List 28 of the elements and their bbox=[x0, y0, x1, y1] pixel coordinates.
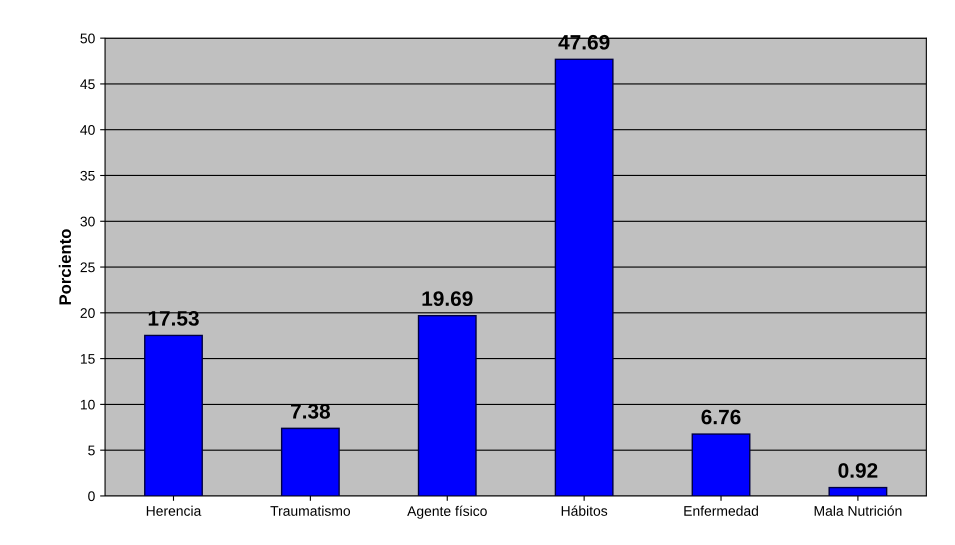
bar bbox=[418, 314, 477, 496]
y-tick-label: 5 bbox=[88, 446, 95, 456]
bar bbox=[692, 433, 750, 496]
y-tick-label: 35 bbox=[80, 170, 95, 181]
data-label: 6.76 bbox=[702, 410, 741, 424]
x-tick-label: Agente físico bbox=[407, 506, 487, 519]
y-tick-label: 40 bbox=[80, 125, 95, 135]
y-axis-title: Porciento bbox=[58, 229, 72, 304]
bar bbox=[554, 58, 614, 496]
data-label: 0.92 bbox=[838, 463, 878, 478]
y-tick-label: 10 bbox=[80, 400, 95, 410]
bar bbox=[144, 334, 203, 496]
x-tick-label: Traumatismo bbox=[270, 506, 350, 516]
bar bbox=[828, 486, 888, 496]
x-tick-label: Hábitos bbox=[562, 506, 608, 516]
x-tick-label: Herencia bbox=[146, 506, 202, 516]
bar bbox=[280, 428, 340, 496]
y-tick-label: 0 bbox=[88, 491, 95, 502]
y-tick-label: 45 bbox=[80, 79, 95, 90]
y-tick-label: 15 bbox=[80, 354, 95, 364]
y-tick-label: 20 bbox=[80, 308, 95, 318]
y-tick-label: 25 bbox=[80, 262, 95, 272]
data-label: 19.69 bbox=[422, 291, 473, 306]
x-tick-label: Enfermedad bbox=[684, 506, 758, 516]
data-label: 47.69 bbox=[558, 34, 610, 50]
y-tick-label: 50 bbox=[80, 33, 95, 44]
x-tick-label: Mala Nutrición bbox=[814, 506, 902, 516]
y-tick-label: 30 bbox=[80, 216, 95, 226]
